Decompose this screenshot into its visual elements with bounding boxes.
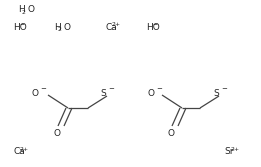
Text: 2+: 2+ <box>20 147 29 152</box>
Text: 2: 2 <box>21 10 25 15</box>
Text: S: S <box>213 89 219 98</box>
Text: H: H <box>54 23 61 32</box>
Text: O: O <box>148 89 155 98</box>
Text: S: S <box>100 89 106 98</box>
Text: −: − <box>108 86 114 92</box>
Text: −: − <box>40 86 46 92</box>
Text: 2+: 2+ <box>231 147 240 152</box>
Text: −: − <box>156 86 162 92</box>
Text: HO: HO <box>146 23 160 32</box>
Text: O: O <box>28 6 35 15</box>
Text: Ca: Ca <box>105 23 117 32</box>
Text: O: O <box>32 89 39 98</box>
Text: O: O <box>64 23 71 32</box>
Text: Ca: Ca <box>13 147 25 156</box>
Text: 2+: 2+ <box>112 22 121 27</box>
Text: 2: 2 <box>57 27 61 32</box>
Text: O: O <box>167 128 174 137</box>
Text: −: − <box>20 22 25 27</box>
Text: Sr: Sr <box>224 147 234 156</box>
Text: −: − <box>221 86 227 92</box>
Text: H: H <box>18 6 25 15</box>
Text: O: O <box>53 128 60 137</box>
Text: −: − <box>153 22 158 27</box>
Text: HO: HO <box>13 23 27 32</box>
